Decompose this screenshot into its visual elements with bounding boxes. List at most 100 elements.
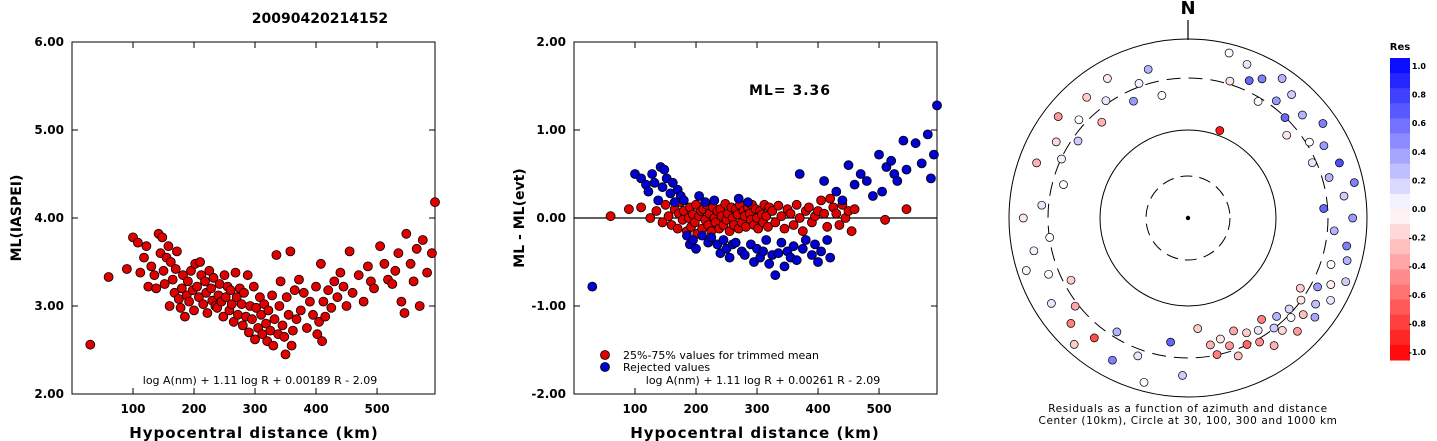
station-residual-point <box>1313 282 1322 292</box>
station-residual-point <box>1229 326 1238 336</box>
data-point <box>804 202 814 213</box>
data-point <box>773 200 784 211</box>
x-axis-label: Hypocentral distance (km) <box>129 424 379 441</box>
data-point <box>776 211 787 222</box>
data-point <box>143 281 154 292</box>
data-point <box>159 279 170 289</box>
data-point <box>697 230 707 241</box>
x-tick-label: 200 <box>683 402 708 416</box>
colorbar-tick-label: 0.2 <box>1412 176 1426 185</box>
data-point <box>379 258 390 269</box>
station-residual-point <box>1066 319 1076 328</box>
station-residual-point <box>1129 96 1138 106</box>
y-tick-label: -2.00 <box>531 387 566 401</box>
data-point <box>208 272 219 283</box>
data-point <box>825 252 836 263</box>
data-point <box>932 100 942 111</box>
station-residual-point <box>1157 91 1167 100</box>
data-point <box>411 243 422 254</box>
data-point <box>645 213 656 223</box>
station-residual-point <box>1349 178 1359 187</box>
station-residual-point <box>1272 312 1281 321</box>
y-axis-label: ML(IASPEI) <box>9 175 25 262</box>
data-point <box>910 138 921 149</box>
x-tick-label: 200 <box>181 402 206 416</box>
data-point <box>758 246 768 257</box>
station-residual-point <box>1253 97 1263 106</box>
data-point <box>320 311 331 322</box>
station-residual-point <box>1342 241 1352 251</box>
data-point <box>709 195 720 206</box>
data-point <box>794 213 805 223</box>
data-point <box>176 283 187 294</box>
y-tick-label: 5.00 <box>34 123 64 137</box>
data-point <box>195 257 206 267</box>
station-residual-point <box>1257 315 1266 324</box>
data-point <box>667 177 678 188</box>
data-point <box>849 179 860 190</box>
data-point <box>657 217 668 228</box>
ml-residual-panel: 100 200 300 400 500 -2.00 -1.00 0.00 1.00 2.00 ML… <box>512 35 942 441</box>
colorbar-cell <box>1390 73 1410 89</box>
data-point <box>763 221 773 232</box>
data-point <box>898 135 909 146</box>
colorbar-tick-label: 1.0 <box>1412 62 1427 71</box>
data-point <box>200 276 210 287</box>
data-point <box>922 129 933 140</box>
data-point <box>158 265 169 276</box>
data-point <box>294 274 304 285</box>
data-point <box>151 283 162 294</box>
data-point <box>304 296 315 307</box>
colorbar-cell <box>1390 209 1410 225</box>
data-point <box>846 226 857 237</box>
station-residual-point <box>1143 64 1153 74</box>
data-point <box>274 301 285 311</box>
data-point <box>141 241 152 252</box>
data-point <box>810 239 820 250</box>
data-point <box>175 302 186 313</box>
data-point <box>926 173 936 184</box>
data-point <box>182 276 193 287</box>
colorbar-tick-label: -0.6 <box>1409 291 1427 300</box>
data-point <box>396 296 407 307</box>
y-axis-label: ML - ML(evt) <box>512 168 528 267</box>
data-point <box>298 287 309 298</box>
data-point <box>369 283 379 294</box>
data-point <box>825 193 836 204</box>
colorbar-tick-label: -1.0 <box>1409 348 1427 357</box>
station-residual-point <box>1242 59 1252 69</box>
data-point <box>800 235 811 245</box>
data-point <box>901 164 912 175</box>
data-point <box>358 296 369 307</box>
station-residual-point <box>1348 213 1358 223</box>
colorbar-cell <box>1390 163 1410 180</box>
data-point <box>669 197 680 208</box>
station-residual-point <box>1074 115 1084 125</box>
data-point <box>251 302 262 313</box>
station-residual-point <box>1296 295 1306 305</box>
azimuth-residual-map: N Residuals as a function of azimuth and… <box>1008 0 1368 427</box>
station-residual-point <box>1271 96 1281 106</box>
station-residual-point <box>1253 325 1263 335</box>
data-point <box>236 299 247 310</box>
data-point <box>834 220 845 230</box>
data-point <box>323 285 334 296</box>
station-residual-point <box>1298 110 1307 120</box>
data-point <box>206 283 217 294</box>
station-residual-point <box>1193 324 1203 333</box>
data-point <box>256 309 267 320</box>
station-residual-point <box>1057 154 1066 164</box>
data-point <box>281 292 292 303</box>
station-residual-point <box>1284 304 1294 314</box>
data-point <box>248 281 259 292</box>
data-point <box>739 250 750 260</box>
caption-line-2: Center (10km), Circle at 30, 100, 300 an… <box>1039 415 1338 427</box>
station-residual-point <box>1112 327 1122 337</box>
data-point <box>285 246 296 257</box>
data-point <box>242 270 253 281</box>
data-point <box>132 237 143 248</box>
data-point <box>587 281 598 292</box>
colorbar-cell <box>1390 284 1410 301</box>
station-residual-point <box>1286 313 1296 322</box>
